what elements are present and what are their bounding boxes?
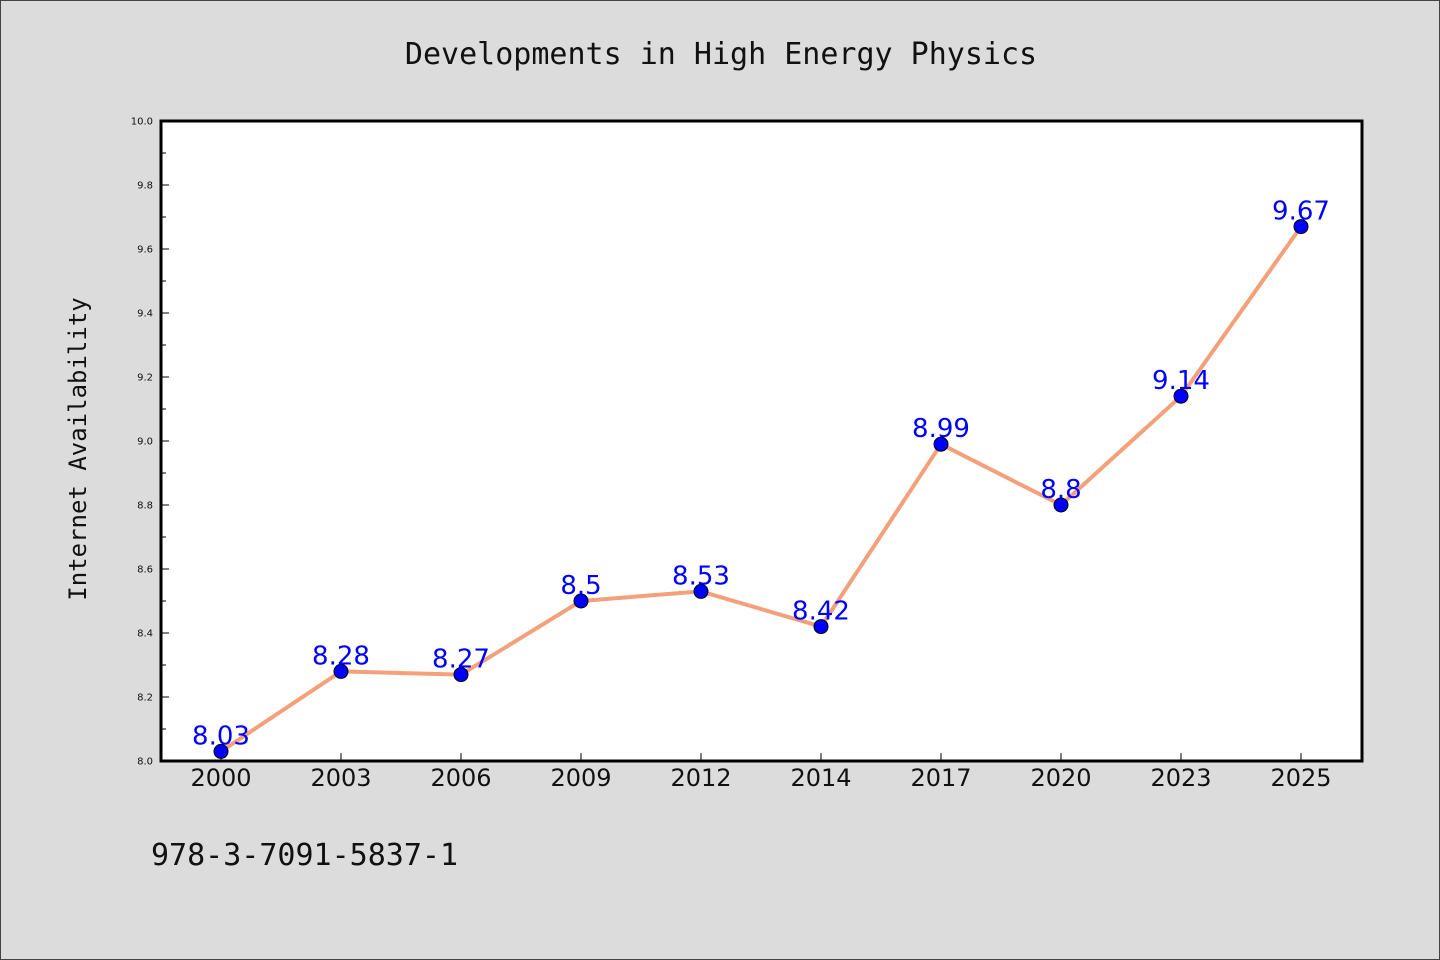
data-point-label: 9.67 — [1272, 197, 1330, 227]
x-tick-label: 2009 — [550, 764, 611, 792]
y-tick-label: 9.2 — [137, 373, 153, 384]
x-tick-label: 2025 — [1270, 764, 1331, 792]
x-tick-label: 2000 — [190, 764, 251, 792]
data-point-marker — [813, 619, 829, 635]
data-point-label: 8.28 — [312, 641, 370, 671]
data-point-label: 8.03 — [192, 721, 250, 751]
data-point-marker — [573, 593, 589, 609]
data-point-marker — [213, 743, 229, 759]
data-point-marker — [1293, 219, 1309, 235]
y-tick-label: 8.2 — [137, 693, 153, 704]
y-axis-label: Internet Availability — [64, 297, 92, 600]
data-labels-group: 8.03 8.28 8.27 8.5 8.53 8.42 8.99 8.8 9.14 9.67 — [192, 197, 1330, 752]
x-tick-label: 2017 — [910, 764, 971, 792]
data-point-label: 8.99 — [912, 414, 970, 444]
data-point-label: 8.53 — [672, 561, 730, 591]
data-point-marker — [933, 436, 949, 452]
series-line-group — [219, 225, 1303, 754]
y-tick-label: 8.4 — [137, 629, 153, 640]
data-point-marker — [1173, 388, 1189, 404]
data-point-label: 8.5 — [560, 571, 601, 601]
data-point-marker — [693, 583, 709, 599]
chart-title: Developments in High Energy Physics — [405, 37, 1037, 72]
isbn-text: 978-3-7091-5837-1 — [151, 838, 458, 873]
markers-group — [213, 219, 1309, 759]
plot-frame — [159, 119, 1364, 763]
data-point-label: 8.8 — [1040, 475, 1081, 505]
y-tick-label: 9.8 — [137, 181, 153, 192]
x-tick-label: 2014 — [790, 764, 851, 792]
y-tick-label: 8.6 — [137, 565, 153, 576]
y-tick-label: 8.0 — [137, 757, 153, 768]
series-line — [219, 225, 1303, 754]
x-tick-label: 2023 — [1150, 764, 1211, 792]
x-tick-label: 2012 — [670, 764, 731, 792]
y-tick-label: 10.0 — [131, 117, 153, 128]
y-tick-label: 9.4 — [137, 309, 153, 320]
data-point-label: 9.14 — [1152, 366, 1210, 396]
x-axis: 2000 2003 2006 2009 2012 2014 2017 2020 2023 2025 — [190, 753, 1332, 792]
y-tick-label: 8.8 — [137, 501, 153, 512]
data-point-label: 8.42 — [792, 597, 850, 627]
x-tick-label: 2003 — [310, 764, 371, 792]
x-tick-label: 2006 — [430, 764, 491, 792]
data-point-marker — [1053, 497, 1069, 513]
plot-area — [161, 121, 1362, 761]
data-point-marker — [333, 663, 349, 679]
data-point-label: 8.27 — [432, 645, 490, 675]
y-tick-label: 9.0 — [137, 437, 153, 448]
x-tick-label: 2020 — [1030, 764, 1091, 792]
data-point-marker — [453, 667, 469, 683]
y-tick-label: 9.6 — [137, 245, 153, 256]
